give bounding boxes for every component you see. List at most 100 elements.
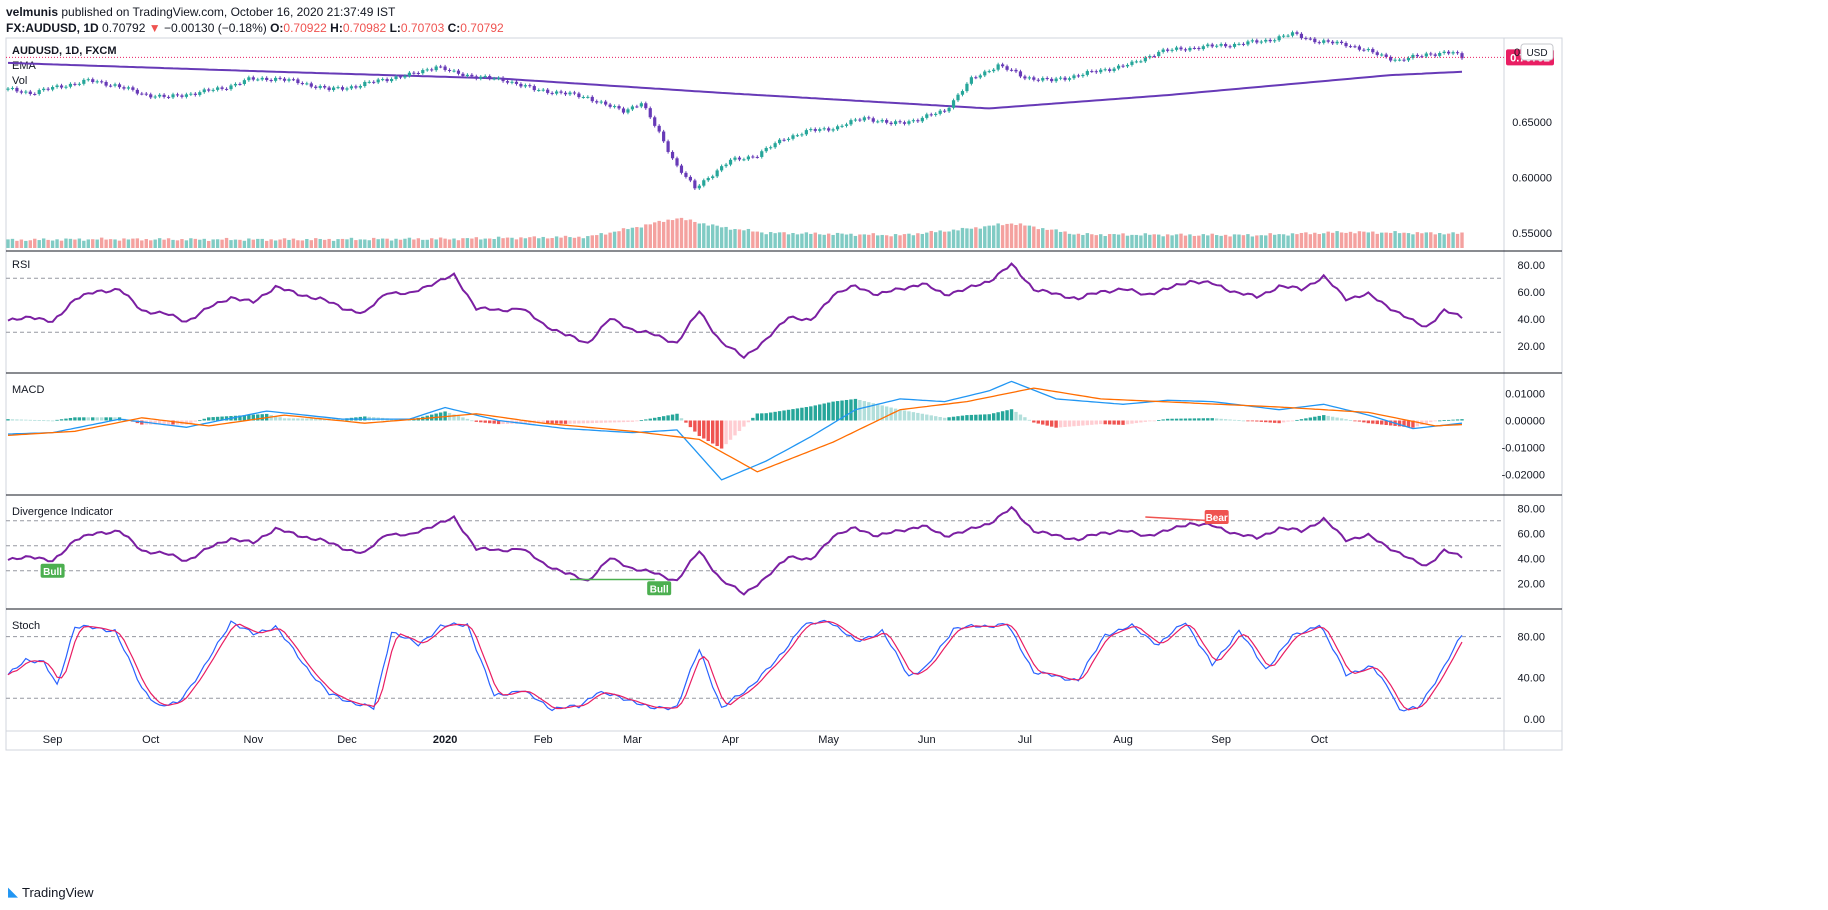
footer-brand[interactable]: TradingView — [22, 884, 94, 900]
candle-body — [331, 87, 336, 91]
macd-histogram-bar — [1032, 420, 1036, 423]
candle-body — [1259, 41, 1263, 43]
candle-body — [55, 85, 59, 88]
volume-bar — [876, 235, 880, 248]
volume-bar — [871, 233, 875, 248]
volume-bar — [229, 240, 233, 248]
candle-body — [1447, 51, 1451, 54]
macd-histogram-bar — [809, 406, 813, 421]
macd-histogram-bar — [710, 420, 715, 444]
volume-bar — [550, 238, 554, 248]
volume-bar — [916, 233, 920, 248]
candle-body — [1036, 79, 1040, 81]
macd-histogram-bar — [474, 420, 479, 422]
volume-bar — [974, 227, 978, 248]
macd-histogram-bar — [1157, 420, 1161, 421]
macd-histogram-bar — [189, 420, 193, 424]
candle-body — [1295, 32, 1299, 34]
macd-histogram-bar — [162, 420, 166, 425]
macd-histogram-bar — [1099, 420, 1103, 425]
volume-bar — [95, 239, 99, 248]
volume-bar — [340, 238, 345, 248]
volume-bar — [1099, 234, 1103, 248]
macd-histogram-bar — [287, 418, 291, 421]
candle-body — [809, 129, 813, 131]
tradingview-logo-icon[interactable]: ◣ — [8, 884, 18, 899]
candle-body — [1116, 65, 1121, 69]
candle-body — [144, 93, 148, 95]
candle-body — [804, 130, 808, 135]
macd-histogram-bar — [541, 420, 545, 424]
volume-bar — [1380, 232, 1384, 248]
volume-bar — [305, 238, 309, 248]
stoch-title: Stoch — [12, 620, 40, 632]
volume-bar — [1112, 234, 1116, 248]
volume-bar — [461, 238, 465, 248]
macd-histogram-bar — [572, 420, 577, 424]
candle-body — [153, 96, 157, 98]
volume-bar — [764, 234, 768, 248]
candle-body — [113, 84, 117, 86]
volume-bar — [372, 237, 376, 248]
macd-histogram-bar — [777, 411, 782, 421]
candle-body — [563, 92, 568, 95]
candle-body — [581, 96, 585, 98]
volume-bar — [73, 239, 77, 248]
volume-bar — [162, 239, 166, 248]
macd-histogram-bar — [28, 419, 33, 421]
volume-bar — [653, 222, 657, 248]
macd-histogram-bar — [1437, 420, 1442, 422]
macd-histogram-bar — [50, 420, 55, 422]
macd-histogram-bar — [224, 416, 229, 421]
volume-bar — [314, 238, 318, 248]
volume-bar — [1228, 236, 1232, 248]
volume-bar — [1130, 234, 1134, 248]
candle-body — [1429, 53, 1433, 55]
candle-body — [1273, 40, 1277, 42]
candle-body — [37, 90, 41, 94]
candle-body — [840, 125, 844, 127]
candle-body — [644, 103, 648, 109]
rsi-tick-label: 60.00 — [1517, 287, 1545, 299]
candle-body — [1067, 78, 1072, 80]
candle-body — [943, 110, 947, 112]
volume-bar — [648, 224, 652, 248]
macd-histogram-bar — [795, 408, 800, 421]
candle-body — [1344, 43, 1348, 47]
author-name[interactable]: velmunis — [6, 5, 59, 19]
volume-bar — [791, 232, 795, 248]
candle-body — [73, 83, 77, 85]
macd-histogram-bar — [242, 415, 247, 421]
macd-histogram-bar — [1023, 417, 1027, 421]
macd-histogram-bar — [19, 419, 24, 421]
macd-histogram-bar — [965, 415, 969, 421]
macd-histogram-bar — [1027, 419, 1032, 421]
volume-bar — [514, 239, 519, 248]
candle-body — [639, 103, 643, 107]
candle-body — [131, 87, 135, 90]
macd-histogram-bar — [1313, 416, 1317, 421]
volume-bar — [693, 221, 697, 248]
volume-bar — [1179, 233, 1183, 248]
volume-bar — [242, 240, 247, 248]
macd-histogram-bar — [1335, 417, 1339, 421]
volume-bar — [1353, 233, 1357, 248]
macd-histogram-bar — [1455, 419, 1460, 421]
volume-bar — [568, 237, 572, 248]
divergence-tick-label: 20.00 — [1517, 578, 1545, 590]
candle-body — [1268, 39, 1272, 42]
candle-body — [33, 93, 37, 95]
candle-body — [86, 79, 90, 81]
volume-bar — [719, 227, 724, 248]
candle-body — [889, 122, 893, 125]
candle-body — [679, 165, 684, 173]
macd-histogram-bar — [942, 417, 947, 421]
macd-histogram-bar — [64, 418, 68, 421]
volume-bar — [510, 237, 514, 248]
candle-body — [996, 64, 1000, 70]
macd-histogram-bar — [86, 417, 90, 421]
candle-body — [1103, 69, 1107, 71]
volume-bar — [46, 239, 50, 248]
chart-canvas[interactable]: AUDUSD, 1D, FXCM EMA Vol 0.55000 0.60000 0.65… — [0, 0, 1828, 880]
volume-bar — [421, 239, 425, 248]
